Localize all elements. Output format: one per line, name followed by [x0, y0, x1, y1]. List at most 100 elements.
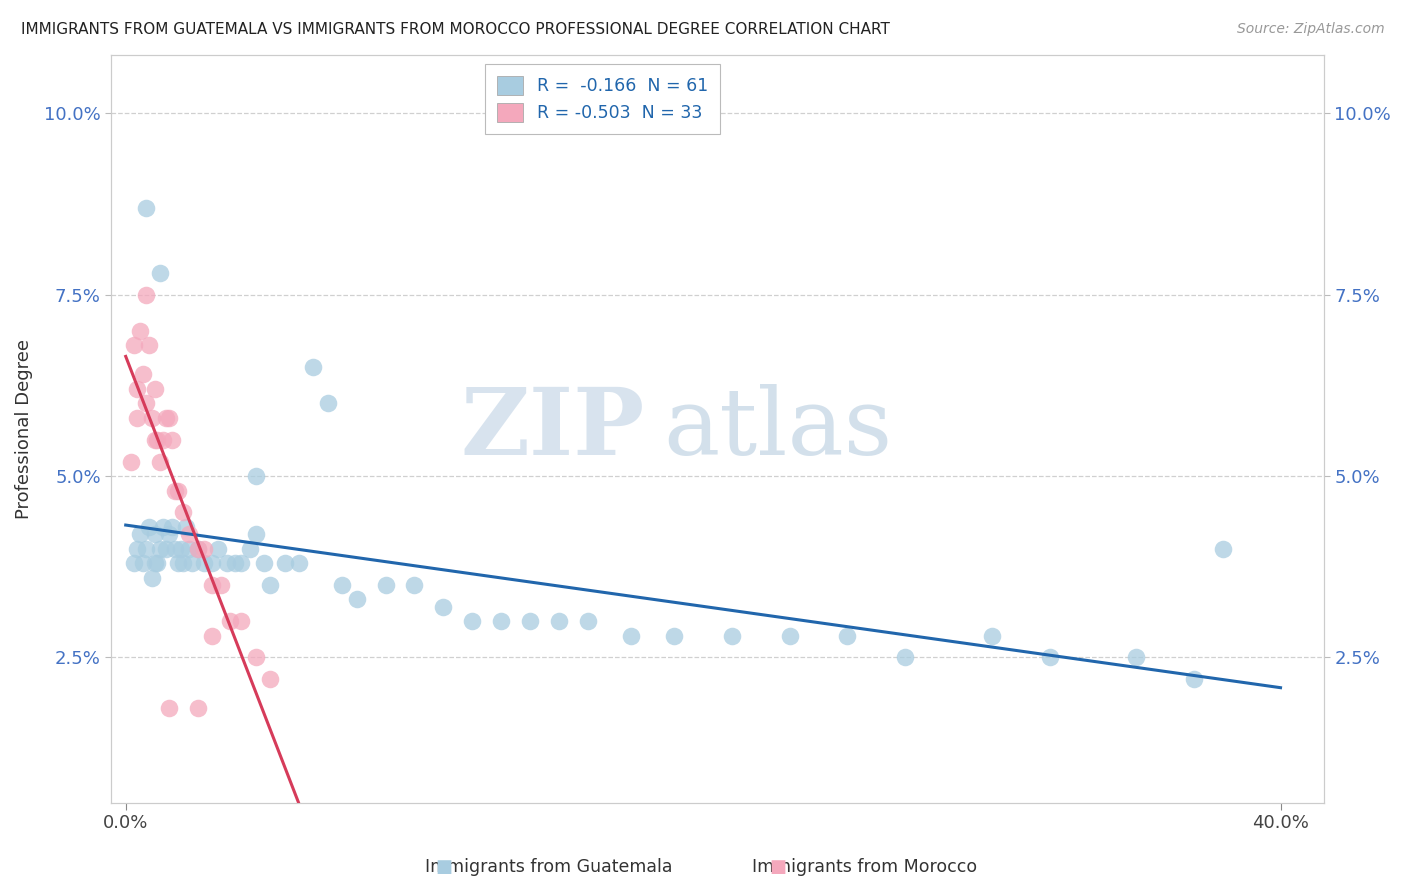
Point — [461, 614, 484, 628]
Point — [239, 541, 262, 556]
Point — [146, 433, 169, 447]
Point — [149, 266, 172, 280]
Point — [143, 382, 166, 396]
Point — [157, 527, 180, 541]
Point — [169, 541, 191, 556]
Point — [576, 614, 599, 628]
Point — [160, 433, 183, 447]
Point — [143, 527, 166, 541]
Legend: R =  -0.166  N = 61, R = -0.503  N = 33: R = -0.166 N = 61, R = -0.503 N = 33 — [485, 64, 720, 135]
Point — [163, 483, 186, 498]
Point — [166, 556, 188, 570]
Point — [779, 629, 801, 643]
Point — [163, 541, 186, 556]
Point — [124, 556, 146, 570]
Point — [155, 411, 177, 425]
Point — [143, 556, 166, 570]
Point — [155, 541, 177, 556]
Point — [245, 469, 267, 483]
Point — [1182, 672, 1205, 686]
Point — [127, 541, 149, 556]
Point — [288, 556, 311, 570]
Point — [837, 629, 859, 643]
Point — [135, 287, 157, 301]
Text: ZIP: ZIP — [461, 384, 645, 474]
Point — [187, 541, 209, 556]
Point — [432, 599, 454, 614]
Point — [547, 614, 569, 628]
Point — [135, 201, 157, 215]
Point — [224, 556, 246, 570]
Point — [1212, 541, 1234, 556]
Point — [489, 614, 512, 628]
Point — [302, 360, 325, 375]
Point — [1038, 650, 1060, 665]
Point — [519, 614, 541, 628]
Point — [330, 578, 353, 592]
Point — [124, 338, 146, 352]
Text: Source: ZipAtlas.com: Source: ZipAtlas.com — [1237, 22, 1385, 37]
Point — [245, 527, 267, 541]
Y-axis label: Professional Degree: Professional Degree — [15, 339, 32, 519]
Point — [152, 520, 174, 534]
Point — [127, 411, 149, 425]
Text: Immigrants from Morocco: Immigrants from Morocco — [752, 858, 977, 876]
Point — [138, 338, 160, 352]
Point — [346, 592, 368, 607]
Point — [253, 556, 276, 570]
Point — [207, 541, 229, 556]
Point — [132, 556, 155, 570]
Text: ■: ■ — [436, 858, 453, 876]
Point — [259, 672, 281, 686]
Point — [215, 556, 238, 570]
Point — [135, 396, 157, 410]
Point — [201, 556, 224, 570]
Point — [187, 701, 209, 715]
Point — [127, 382, 149, 396]
Point — [181, 556, 204, 570]
Point — [152, 433, 174, 447]
Point — [132, 368, 155, 382]
Point — [143, 433, 166, 447]
Point — [141, 411, 163, 425]
Point — [620, 629, 643, 643]
Point — [664, 629, 686, 643]
Point — [141, 571, 163, 585]
Point — [316, 396, 339, 410]
Point — [135, 541, 157, 556]
Point — [259, 578, 281, 592]
Point — [201, 629, 224, 643]
Point — [179, 541, 201, 556]
Point — [894, 650, 917, 665]
Point — [121, 454, 143, 468]
Point — [187, 541, 209, 556]
Point — [1125, 650, 1147, 665]
Point — [201, 578, 224, 592]
Point — [157, 411, 180, 425]
Point — [231, 614, 253, 628]
Point — [172, 556, 194, 570]
Point — [149, 454, 172, 468]
Point — [149, 541, 172, 556]
Text: ■: ■ — [769, 858, 786, 876]
Point — [146, 556, 169, 570]
Point — [980, 629, 1002, 643]
Point — [218, 614, 240, 628]
Point — [231, 556, 253, 570]
Point — [176, 520, 198, 534]
Text: IMMIGRANTS FROM GUATEMALA VS IMMIGRANTS FROM MOROCCO PROFESSIONAL DEGREE CORRELA: IMMIGRANTS FROM GUATEMALA VS IMMIGRANTS … — [21, 22, 890, 37]
Point — [374, 578, 396, 592]
Point — [160, 520, 183, 534]
Point — [157, 701, 180, 715]
Point — [138, 520, 160, 534]
Point — [129, 527, 152, 541]
Point — [179, 527, 201, 541]
Point — [129, 324, 152, 338]
Point — [193, 541, 215, 556]
Point — [404, 578, 426, 592]
Text: atlas: atlas — [664, 384, 893, 474]
Point — [273, 556, 295, 570]
Point — [245, 650, 267, 665]
Point — [193, 556, 215, 570]
Point — [172, 505, 194, 519]
